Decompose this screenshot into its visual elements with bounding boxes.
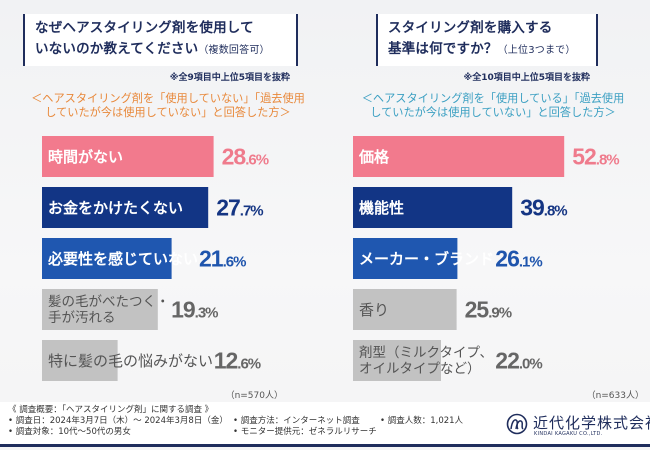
bar [42,289,158,330]
left-target-line1: ＜ヘアスタイリング剤を「使用していない」「過去使用 [31,92,305,105]
bar [42,340,118,381]
value-decimal: .6% [245,152,269,169]
value-label: 25.9% [465,297,512,323]
value-label: 22.0% [495,348,542,374]
bar-group: 特に髪の毛の悩みがない 12.6% [42,340,262,381]
value-label: 39.8% [520,195,567,221]
left-target-line2: していたが今は使用していない」と回答した方＞ [45,106,291,119]
survey-provider: • モニター提供元：ゼネラルリサーチ [233,427,377,437]
value-decimal: .9% [488,305,512,322]
value-integer: 12 [214,348,238,374]
left-question-note: （複数回答可） [198,45,270,56]
right-extract-note: ※全10項目中上位5項目を抜粋 [463,73,590,83]
value-label: 12.6% [214,348,261,374]
value-label: 21.6% [199,246,246,272]
right-question-note: （上位3つまで） [497,45,576,56]
category-label: 必要性を感じていない [47,250,198,268]
company-name: 近代化学株式会社 [533,414,650,432]
footer-divider [0,444,650,447]
left-sample-size: （n=570人） [225,391,283,401]
right-question-line2: 基準は何ですか？ [388,41,498,57]
left-bar-chart: 時間がない 28.6%お金をかけたくない 27.7%必要性を感じていない 21.6%髪… [42,136,270,381]
value-decimal: .8% [596,152,620,169]
value-integer: 22 [495,348,519,374]
bar-group: 価格 52.8% [353,136,620,177]
value-decimal: .0% [519,356,543,373]
value-label: 28.6% [222,144,269,170]
right-target-line1: ＜ヘアスタイリング剤を「使用している」「過去使用 [361,92,625,105]
value-integer: 52 [572,144,596,170]
category-label: 剤型（ミルクタイプ、 [359,345,493,361]
bar [42,238,172,279]
value-decimal: .6% [237,356,261,373]
survey-date: • 調査日：2024年3月7日（木）～ 2024年3月8日（金） [8,416,228,426]
value-integer: 19 [171,297,195,323]
category-label: 価格 [358,148,390,166]
bar [353,289,457,330]
bar-group: 剤型（ミルクタイプ、オイルタイプなど） 22.0% [353,340,543,381]
bar-group: 髪の毛がべたつく・手が汚れる 19.3% [42,289,219,330]
category-label: お金をかけたくない [48,199,183,217]
wave-circle-logo-icon [506,413,528,435]
category-label: 手が汚れる [48,310,116,326]
bar-group: お金をかけたくない 27.7% [42,187,264,228]
left-extract-note: ※全9項目中上位5項目を抜粋 [169,73,290,83]
value-decimal: .7% [240,203,264,220]
value-integer: 28 [222,144,247,170]
right-target-line2: していたが今は使用していない」と回答した方＞ [370,106,616,119]
value-label: 26.1% [495,246,542,272]
left-target-description: ＜ヘアスタイリング剤を「使用していない」「過去使用 していたが今は使用していない… [18,92,318,120]
left-question-line1: なぜヘアスタイリング剤を使用して [35,20,254,36]
right-sample-size: （n=633人） [586,391,644,401]
right-target-description: ＜ヘアスタイリング剤を「使用している」「過去使用 していたが今は使用していない」… [343,92,643,120]
value-integer: 27 [216,195,240,221]
value-decimal: .1% [519,254,543,271]
right-panel: スタイリング剤を購入する 基準は何ですか？（上位3つまで） ※全10項目中上位5… [325,0,650,401]
survey-overview: 《 調査概要：「ヘアスタイリング剤」に関する調査 》 [8,405,214,415]
value-label: 52.8% [572,144,619,170]
left-question-line2: いないのか教えてください [35,41,199,57]
value-decimal: .6% [223,254,247,271]
category-label: 機能性 [359,199,404,217]
bar [353,340,441,381]
value-label: 19.3% [171,297,218,323]
bar [42,136,214,177]
category-label: メーカー・ブランド [359,250,494,268]
survey-method: • 調査方法：インターネット調査 [233,416,360,426]
right-question-box: スタイリング剤を購入する 基準は何ですか？（上位3つまで） [376,14,598,66]
value-integer: 26 [495,246,519,272]
left-panel: なぜヘアスタイリング剤を使用して いないのか教えてください（複数回答可） ※全9… [0,0,325,401]
bar-group: メーカー・ブランド 26.1% [353,238,543,279]
bar-group: 時間がない 28.6% [42,136,270,177]
category-label: 時間がない [48,148,123,166]
category-label: 特に髪の毛の悩みがない [48,352,213,370]
survey-count: • 調査人数：1,021人 [380,416,464,426]
survey-subjects: • 調査対象：10代～50代の男女 [8,427,131,437]
bar-group: 機能性 39.8% [353,187,568,228]
survey-footer: 《 調査概要：「ヘアスタイリング剤」に関する調査 》 • 調査日：2024年3月… [0,402,650,447]
value-decimal: .8% [544,203,568,220]
value-integer: 39 [520,195,544,221]
bar-group: 必要性を感じていない 21.6% [42,238,247,279]
bar [353,136,565,177]
company-name-en: KINDAI KAGAKU CO.,LTD. [534,431,603,437]
category-label: 香り [359,301,389,319]
company-logo: 近代化学株式会社 KINDAI KAGAKU CO.,LTD. [502,410,650,440]
right-question-line1: スタイリング剤を購入する [388,20,553,36]
bar [42,187,209,228]
value-integer: 21 [199,246,224,272]
category-label: オイルタイプなど） [359,361,481,377]
right-bar-chart: 価格 52.8%機能性 39.8%メーカー・ブランド 26.1%香り 25.9%剤型（ミ… [353,136,620,381]
value-integer: 25 [465,297,490,323]
left-question-box: なぜヘアスタイリング剤を使用して いないのか教えてください（複数回答可） [23,14,298,66]
bar [353,238,458,279]
bar-group: 香り 25.9% [353,289,513,330]
bar [353,187,513,228]
value-label: 27.7% [216,195,263,221]
value-decimal: .3% [195,305,219,322]
category-label: 髪の毛がべたつく・ [48,294,170,310]
